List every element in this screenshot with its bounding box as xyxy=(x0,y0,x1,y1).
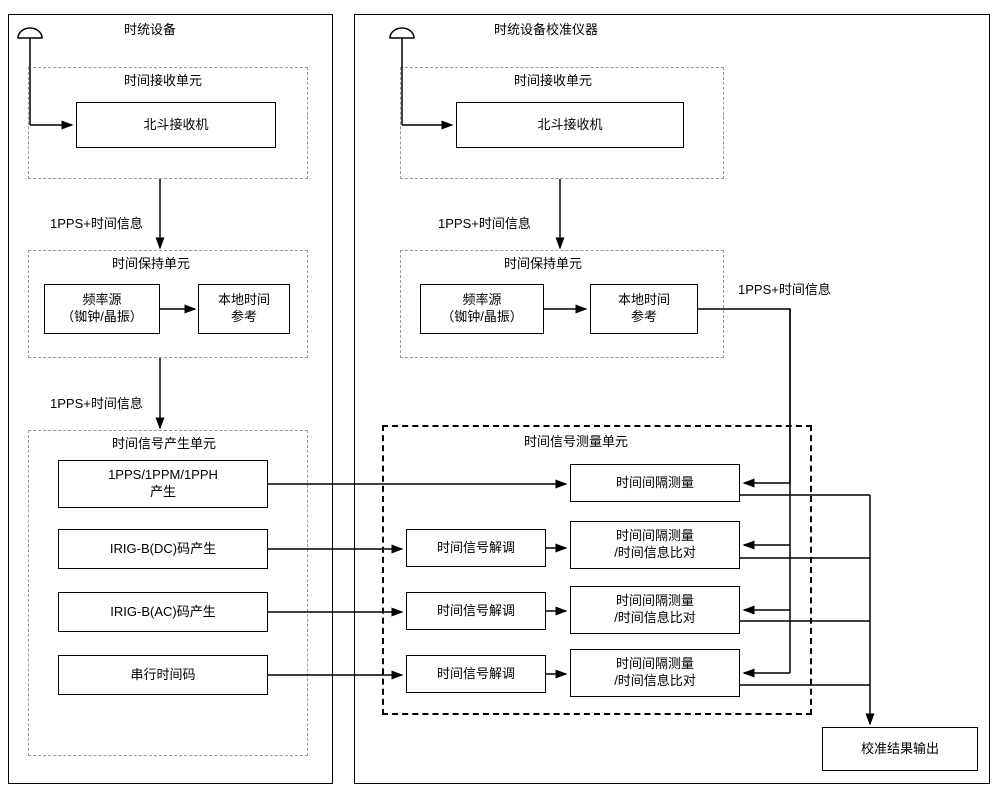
demod-block-4-label: 时间信号解调 xyxy=(437,666,515,683)
meas-block-4: 时间间隔测量 /时间信息比对 xyxy=(570,649,740,697)
meas-block-4-label: 时间间隔测量 /时间信息比对 xyxy=(614,656,696,690)
left-sig3-label: IRIG-B(AC)码产生 xyxy=(110,604,215,621)
meas-block-3-label: 时间间隔测量 /时间信息比对 xyxy=(614,593,696,627)
left-recv-unit-title: 时间接收单元 xyxy=(120,70,206,89)
right-local-ref-label: 本地时间 参考 xyxy=(618,292,670,326)
left-local-ref-label: 本地时间 参考 xyxy=(218,292,270,326)
left-pps-label-1: 1PPS+时间信息 xyxy=(50,213,143,232)
meas-block-2: 时间间隔测量 /时间信息比对 xyxy=(570,521,740,569)
left-gen-unit-title: 时间信号产生单元 xyxy=(108,433,220,452)
right-keep-unit-title: 时间保持单元 xyxy=(500,253,586,272)
left-local-ref: 本地时间 参考 xyxy=(198,284,290,334)
output-box: 校准结果输出 xyxy=(822,727,978,771)
diagram-canvas: 时统设备 时间接收单元 北斗接收机 时间保持单元 频率源 （铷钟/晶振） 本地时… xyxy=(0,0,1000,793)
right-pps-label-2: 1PPS+时间信息 xyxy=(738,279,831,298)
left-sig2: IRIG-B(DC)码产生 xyxy=(58,529,268,569)
demod-block-4: 时间信号解调 xyxy=(406,655,546,693)
left-receiver: 北斗接收机 xyxy=(76,102,276,148)
meas-block-1: 时间间隔测量 xyxy=(570,464,740,502)
meas-block-2-label: 时间间隔测量 /时间信息比对 xyxy=(614,528,696,562)
meas-block-1-label: 时间间隔测量 xyxy=(616,475,694,492)
right-receiver-label: 北斗接收机 xyxy=(537,117,602,134)
demod-block-3: 时间信号解调 xyxy=(406,592,546,630)
left-sig4: 串行时间码 xyxy=(58,655,268,695)
meas-block-3: 时间间隔测量 /时间信息比对 xyxy=(570,586,740,634)
right-freq-source: 频率源 （铷钟/晶振） xyxy=(420,284,544,334)
left-receiver-label: 北斗接收机 xyxy=(143,117,208,134)
right-pps-label-1: 1PPS+时间信息 xyxy=(438,213,531,232)
left-system-title: 时统设备 xyxy=(120,19,180,38)
left-sig4-label: 串行时间码 xyxy=(130,667,195,684)
left-freq-source-label: 频率源 （铷钟/晶振） xyxy=(61,292,143,326)
demod-block-2: 时间信号解调 xyxy=(406,529,546,567)
left-keep-unit-title: 时间保持单元 xyxy=(108,253,194,272)
right-system-title: 时统设备校准仪器 xyxy=(490,19,602,38)
left-sig1-label: 1PPS/1PPM/1PPH 产生 xyxy=(108,467,218,501)
left-sig1: 1PPS/1PPM/1PPH 产生 xyxy=(58,460,268,508)
right-local-ref: 本地时间 参考 xyxy=(590,284,698,334)
right-freq-source-label: 频率源 （铷钟/晶振） xyxy=(441,292,523,326)
output-label: 校准结果输出 xyxy=(861,741,939,758)
left-freq-source: 频率源 （铷钟/晶振） xyxy=(44,284,160,334)
left-sig2-label: IRIG-B(DC)码产生 xyxy=(110,541,216,558)
left-pps-label-2: 1PPS+时间信息 xyxy=(50,393,143,412)
right-receiver: 北斗接收机 xyxy=(456,102,684,148)
demod-block-2-label: 时间信号解调 xyxy=(437,540,515,557)
right-recv-unit-title: 时间接收单元 xyxy=(510,70,596,89)
left-sig3: IRIG-B(AC)码产生 xyxy=(58,592,268,632)
right-meas-unit-title: 时间信号测量单元 xyxy=(520,431,632,450)
demod-block-3-label: 时间信号解调 xyxy=(437,603,515,620)
